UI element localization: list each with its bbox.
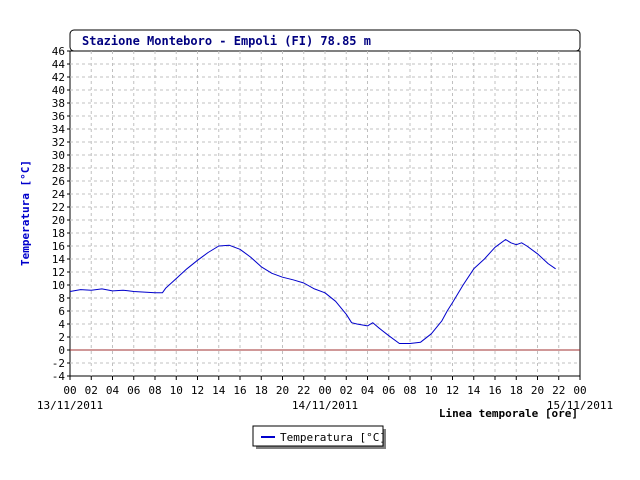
x-tick-label: 00	[318, 384, 331, 397]
x-date-labels: 13/11/2011 14/11/2011 15/11/2011	[37, 399, 613, 412]
y-tick-label: 14	[52, 253, 66, 266]
y-tick-label: 30	[52, 149, 65, 162]
x-tick-label: 18	[510, 384, 523, 397]
x-axis-label: Linea temporale [ore]	[439, 407, 578, 420]
x-tick-label: 08	[148, 384, 161, 397]
legend-box	[252, 425, 384, 447]
series-line-temperatura	[69, 239, 556, 344]
y-tick-label: 0	[58, 344, 65, 357]
y-axis-label: Temperatura [°C]	[19, 160, 32, 266]
y-axis: 4644424038363432302826242220181614121086…	[52, 45, 70, 383]
y-tick-label: -4	[52, 370, 66, 383]
legend: Temperatura [°C]	[252, 425, 386, 449]
grid	[70, 51, 580, 376]
y-tick-label: 6	[58, 305, 65, 318]
y-tick-label: 22	[52, 201, 65, 214]
y-tick-label: 4	[58, 318, 65, 331]
x-tick-label: 04	[106, 384, 120, 397]
y-tick-label: -2	[52, 357, 65, 370]
x-tick-label: 22	[297, 384, 310, 397]
y-tick-label: 36	[52, 110, 65, 123]
y-tick-label: 2	[58, 331, 65, 344]
x-tick-label: 02	[340, 384, 353, 397]
y-tick-label: 16	[52, 240, 65, 253]
x-tick-label: 18	[255, 384, 268, 397]
series-layer	[69, 239, 556, 344]
y-tick-label: 8	[58, 292, 65, 305]
y-tick-label: 38	[52, 97, 65, 110]
x-tick-label: 10	[425, 384, 438, 397]
x-date-label: 14/11/2011	[292, 399, 358, 412]
y-tick-label: 34	[52, 123, 66, 136]
x-tick-label: 16	[233, 384, 246, 397]
x-tick-label: 14	[467, 384, 481, 397]
x-date-label: 13/11/2011	[37, 399, 103, 412]
y-tick-label: 20	[52, 214, 65, 227]
x-tick-label: 08	[403, 384, 416, 397]
x-tick-label: 02	[85, 384, 98, 397]
x-tick-label: 00	[573, 384, 586, 397]
y-tick-label: 42	[52, 71, 65, 84]
y-tick-label: 40	[52, 84, 65, 97]
x-date-label: 15/11/2011	[547, 399, 613, 412]
legend-item-label: Temperatura [°C]	[280, 431, 386, 444]
y-tick-label: 18	[52, 227, 65, 240]
x-axis: 00 02 04 06 08 10 12 14 16 18 20 22 00 02 04 06 08 10 12 14…	[63, 376, 587, 397]
chart-title: Stazione Monteboro - Empoli (FI) 78.85 m	[82, 34, 371, 48]
x-tick-label: 04	[361, 384, 375, 397]
y-tick-label: 44	[52, 58, 66, 71]
x-tick-label: 00	[63, 384, 76, 397]
x-tick-label: 20	[276, 384, 289, 397]
y-tick-label: 26	[52, 175, 65, 188]
y-tick-label: 28	[52, 162, 65, 175]
y-tick-label: 32	[52, 136, 65, 149]
y-tick-label: 10	[52, 279, 65, 292]
x-tick-label: 20	[531, 384, 544, 397]
x-tick-label: 10	[170, 384, 183, 397]
x-tick-label: 06	[382, 384, 395, 397]
y-tick-label: 12	[52, 266, 65, 279]
x-tick-label: 22	[552, 384, 565, 397]
y-tick-label: 46	[52, 45, 65, 58]
y-tick-label: 24	[52, 188, 66, 201]
x-tick-label: 16	[488, 384, 501, 397]
x-tick-label: 12	[446, 384, 459, 397]
x-tick-label: 14	[212, 384, 226, 397]
x-tick-label: 06	[127, 384, 140, 397]
x-tick-label: 12	[191, 384, 204, 397]
